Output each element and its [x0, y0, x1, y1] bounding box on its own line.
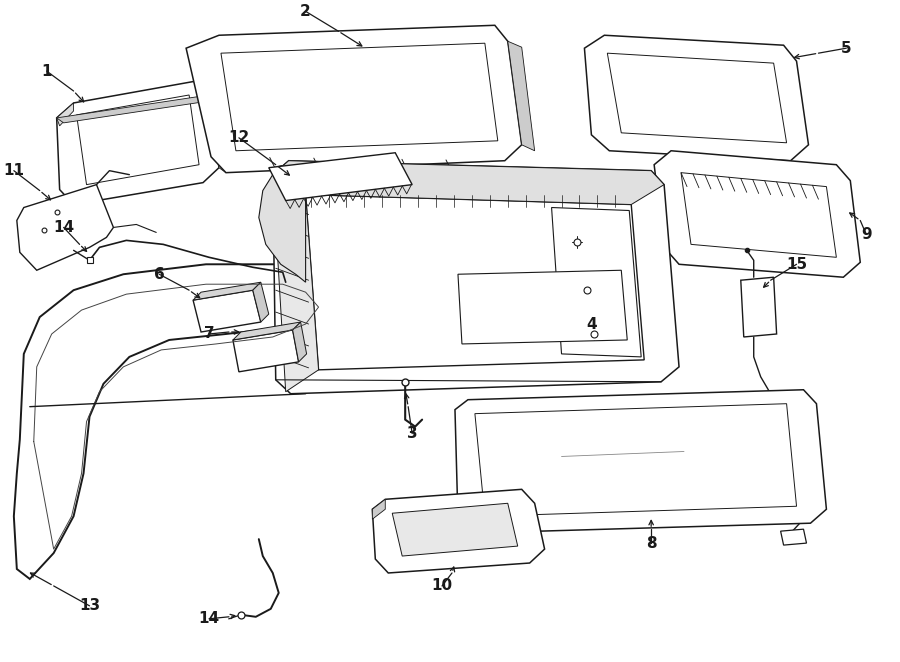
Polygon shape: [209, 95, 226, 173]
Polygon shape: [233, 330, 299, 372]
Polygon shape: [475, 404, 796, 516]
Polygon shape: [392, 503, 518, 556]
Polygon shape: [780, 529, 806, 545]
Polygon shape: [253, 282, 269, 322]
Polygon shape: [14, 264, 336, 579]
Polygon shape: [233, 322, 301, 340]
Text: 13: 13: [79, 598, 100, 613]
Text: 11: 11: [4, 163, 24, 178]
Text: 14: 14: [199, 611, 220, 626]
Polygon shape: [17, 185, 113, 270]
Polygon shape: [292, 322, 307, 362]
Polygon shape: [373, 499, 385, 519]
Text: 2: 2: [301, 4, 311, 19]
Polygon shape: [186, 25, 522, 173]
Text: 4: 4: [586, 316, 597, 332]
Polygon shape: [654, 151, 860, 277]
Polygon shape: [259, 175, 306, 282]
Text: 3: 3: [407, 426, 418, 441]
Polygon shape: [273, 161, 664, 205]
Polygon shape: [57, 103, 74, 126]
Polygon shape: [194, 282, 261, 300]
Polygon shape: [608, 53, 787, 143]
Polygon shape: [269, 153, 412, 201]
Polygon shape: [584, 35, 808, 161]
Text: 5: 5: [841, 40, 851, 56]
Text: 14: 14: [53, 220, 74, 235]
Text: 15: 15: [786, 257, 807, 272]
Text: 8: 8: [646, 536, 656, 551]
Polygon shape: [306, 195, 644, 370]
Polygon shape: [508, 41, 535, 151]
Text: 7: 7: [203, 326, 214, 342]
Polygon shape: [741, 277, 777, 337]
Polygon shape: [681, 173, 836, 258]
Polygon shape: [57, 95, 216, 123]
Polygon shape: [552, 207, 641, 357]
Polygon shape: [373, 489, 544, 573]
Text: 10: 10: [431, 579, 453, 593]
Text: 12: 12: [229, 130, 249, 146]
Polygon shape: [273, 161, 679, 394]
Polygon shape: [194, 290, 261, 332]
Polygon shape: [76, 95, 199, 185]
Polygon shape: [458, 270, 627, 344]
Polygon shape: [273, 175, 319, 392]
Polygon shape: [221, 43, 498, 151]
Text: 6: 6: [154, 267, 165, 282]
Polygon shape: [57, 81, 219, 205]
Text: 9: 9: [861, 227, 871, 242]
Polygon shape: [455, 390, 826, 533]
Text: 1: 1: [41, 64, 52, 79]
